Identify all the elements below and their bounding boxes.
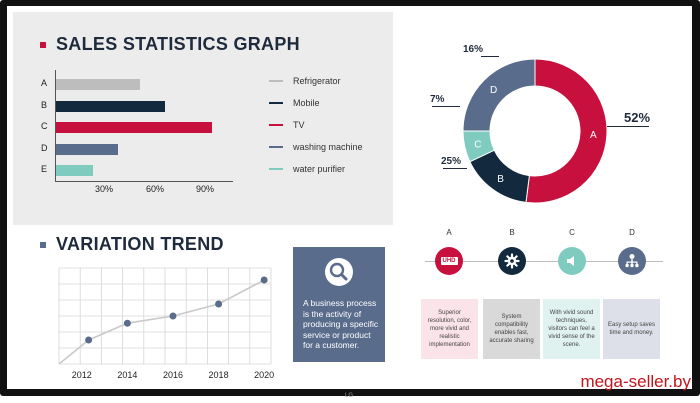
- feature-letter-d: D: [629, 228, 635, 237]
- feature-circle-d: [618, 247, 646, 275]
- feature-letter-c: C: [569, 228, 575, 237]
- pie-leader-d: [443, 168, 467, 169]
- trend-x-label: 2016: [163, 370, 183, 380]
- legend-item-washing-machine: washing machine: [269, 142, 363, 152]
- x-tick-90: 90%: [196, 184, 215, 194]
- trend-point: [215, 300, 223, 308]
- trend-point: [260, 276, 268, 284]
- bar-category-b: B: [41, 100, 48, 110]
- trend-title-text: VARIATION TREND: [56, 234, 224, 254]
- x-tick-60: 60%: [146, 184, 165, 194]
- feature-circle-c: [558, 247, 586, 275]
- bar-d: [56, 144, 119, 155]
- legend-swatch: [269, 102, 283, 104]
- pie-slice-letter-b: B: [497, 174, 504, 185]
- feature-box-d: Easy setup saves time and money.: [603, 299, 660, 359]
- feature-letter-a: A: [446, 228, 452, 237]
- feature-circle-a: UHD: [435, 247, 463, 275]
- pie-label-a: 52%: [624, 110, 651, 125]
- bar-category-c: C: [41, 121, 48, 131]
- trend-point: [85, 336, 93, 344]
- legend-swatch: [269, 80, 283, 82]
- feature-text-b: System compatibility enables fast, accur…: [489, 314, 534, 344]
- trend-title: VARIATION TREND: [40, 234, 224, 255]
- legend-item-water-purifier: water purifier: [269, 164, 345, 174]
- sales-title-text: SALES STATISTICS GRAPH: [56, 34, 300, 54]
- legend-label: washing machine: [293, 142, 363, 152]
- bar-category-a: A: [41, 78, 48, 88]
- pie-slice-letter-a: A: [590, 130, 597, 141]
- legend-item-mobile: Mobile: [269, 98, 320, 108]
- feature-connector: [425, 261, 663, 262]
- feature-text-a: Superior resolution, color, more vivid a…: [427, 310, 472, 348]
- blue-square-icon: [40, 241, 46, 248]
- info-box-text: A business process is the activity of pr…: [303, 298, 379, 350]
- feature-circle-b: [498, 247, 526, 275]
- x-tick-30: 30%: [95, 184, 114, 194]
- trend-line: [58, 279, 265, 365]
- feature-box-a: Superior resolution, color, more vivid a…: [421, 299, 478, 359]
- pie-label-b: 16%: [463, 44, 484, 55]
- gear-icon: [504, 253, 520, 269]
- speaker-icon: [567, 256, 574, 266]
- feature-text-c: With vivid sound techniques, visitors ca…: [548, 310, 595, 348]
- legend-swatch: [269, 168, 283, 170]
- network-icon: [625, 254, 639, 268]
- bar-e: [56, 165, 93, 176]
- bar-category-d: D: [41, 143, 48, 153]
- pie-label-d: 25%: [441, 156, 462, 167]
- pie-leader-b: [481, 56, 499, 57]
- legend-swatch: [269, 124, 283, 126]
- feature-box-b: System compatibility enables fast, accur…: [483, 299, 540, 359]
- bar-b: [56, 101, 166, 112]
- trend-point: [169, 312, 177, 320]
- trend-point: [123, 319, 131, 327]
- pie-leader-a: [607, 126, 649, 127]
- trend-chart: 2012 2014 2016 2018 2020: [58, 267, 274, 380]
- pie-leader-c: [432, 106, 460, 107]
- trend-x-label: 2014: [117, 370, 137, 380]
- tv-screen: SALES STATISTICS GRAPH A B C D E 30% 60%…: [7, 6, 692, 389]
- pie-slice-d: [462, 58, 536, 132]
- bar-c: [56, 122, 213, 133]
- magnifier-icon: [325, 258, 353, 286]
- legend-label: Refrigerator: [293, 76, 341, 86]
- bar-axis-x: [55, 181, 233, 182]
- pie-label-c: 7%: [430, 94, 445, 105]
- trend-x-label: 2018: [209, 370, 229, 380]
- feature-box-c: With vivid sound techniques, visitors ca…: [543, 299, 600, 359]
- legend-label: Mobile: [293, 98, 320, 108]
- legend-label: water purifier: [293, 164, 346, 174]
- info-box: A business process is the activity of pr…: [293, 247, 385, 362]
- bar-axis: [55, 70, 56, 182]
- bar-a: [56, 79, 140, 90]
- red-square-icon: [40, 41, 46, 48]
- pie-slice-a: [525, 58, 608, 204]
- pie-slice-letter-c: C: [474, 139, 481, 150]
- legend-item-tv: TV: [269, 120, 305, 130]
- donut-chart: A B C D: [462, 58, 608, 204]
- feature-text-d: Easy setup saves time and money.: [607, 322, 656, 336]
- trend-x-label: 2020: [254, 370, 274, 380]
- bar-category-e: E: [41, 164, 48, 174]
- trend-x-label: 2012: [72, 370, 92, 380]
- legend-label: TV: [293, 120, 305, 130]
- watermark-text: mega-seller.by: [580, 372, 691, 391]
- brand-logo: LG: [345, 393, 354, 399]
- sales-panel: [13, 12, 393, 225]
- sales-title: SALES STATISTICS GRAPH: [40, 34, 300, 55]
- legend-swatch: [269, 146, 283, 148]
- uhd-icon: UHD: [440, 257, 458, 265]
- pie-slice-letter-d: D: [490, 85, 497, 96]
- feature-letter-b: B: [509, 228, 515, 237]
- legend-item-refrigerator: Refrigerator: [269, 76, 341, 86]
